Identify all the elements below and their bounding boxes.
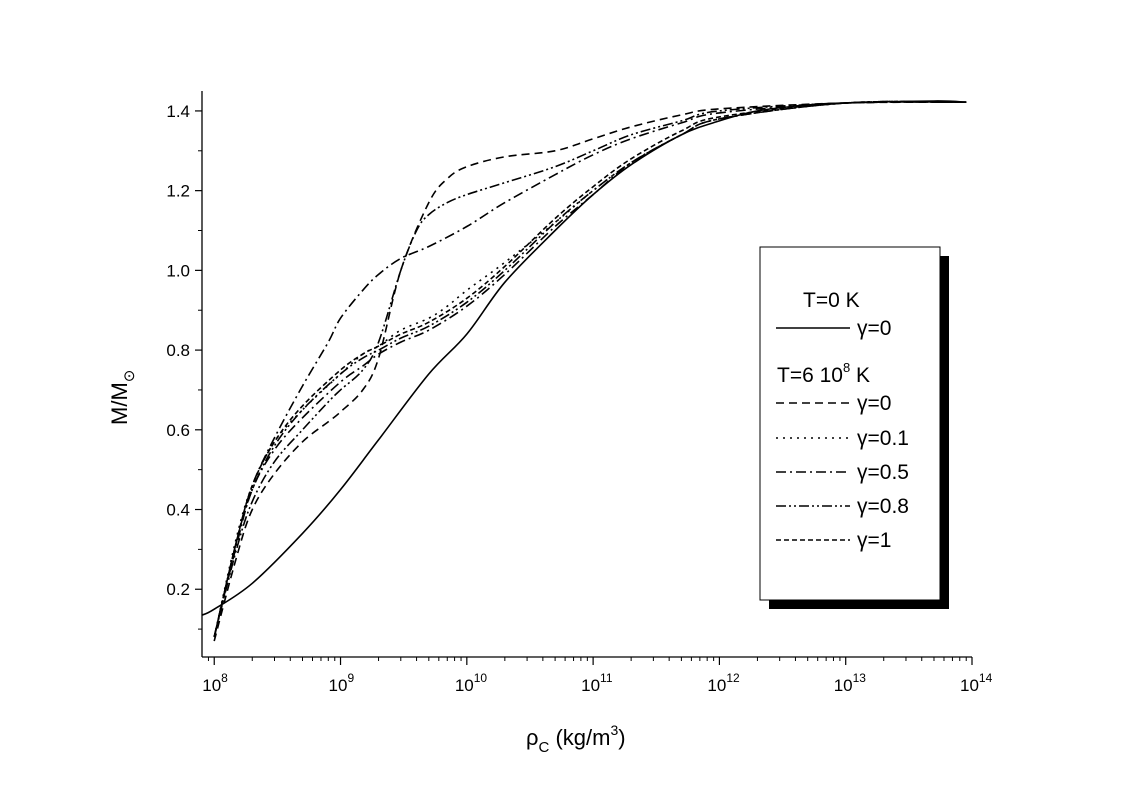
y-tick-label: 0.4 [166, 501, 190, 520]
legend-group2-title: T=6 108 K [777, 360, 870, 387]
legend-box [759, 246, 941, 601]
legend-label-3: γ=0.5 [857, 461, 909, 484]
y-tick-label: 1.0 [166, 261, 190, 280]
y-tick-label: 1.2 [166, 182, 190, 201]
y-tick-label: 0.2 [166, 580, 190, 599]
legend-label-1: γ=0 [857, 392, 891, 415]
x-tick-label: 1011 [581, 671, 613, 695]
x-tick-label: 1012 [707, 671, 740, 695]
legend-label-5: γ=1 [857, 529, 891, 552]
axis-titles: ρC (kg/m3) M/M⊙ [107, 370, 626, 756]
legend-label-4: γ=0.8 [857, 495, 909, 518]
curves-layer [201, 100, 967, 642]
legend: T=0 K T=6 108 K γ=0 γ=0 γ=0.1 γ=0.5 γ=0.8 γ=1 [759, 246, 949, 609]
series-curve-7 [213, 101, 967, 638]
series-curve-6 [213, 101, 967, 638]
y-tick-label: 1.4 [166, 102, 190, 121]
x-tick-label: 109 [329, 671, 355, 695]
y-tick-label: 0.8 [166, 341, 190, 360]
legend-entries: γ=0 γ=0 γ=0.1 γ=0.5 γ=0.8 γ=1 [776, 317, 909, 552]
axes-layer: 0.2 0.4 0.6 0.8 1.0 1.2 1.4 108 109 1010 1011 1012 1… [166, 91, 993, 695]
x-tick-label: 1014 [960, 671, 993, 695]
x-tick-label: 1013 [834, 671, 867, 695]
series-curve-1 [213, 101, 967, 642]
legend-group1-title: T=0 K [803, 289, 860, 312]
series-curve-4 [213, 100, 967, 638]
x-tick-label: 1010 [455, 671, 488, 695]
x-axis-title: ρC (kg/m3) [526, 722, 626, 756]
legend-label-0: γ=0 [857, 317, 891, 340]
series-curve-5 [213, 100, 967, 638]
y-axis-title: M/M⊙ [107, 370, 138, 425]
legend-label-2: γ=0.1 [857, 427, 909, 450]
y-tick-label: 0.6 [166, 421, 190, 440]
x-tick-label: 108 [202, 671, 228, 695]
